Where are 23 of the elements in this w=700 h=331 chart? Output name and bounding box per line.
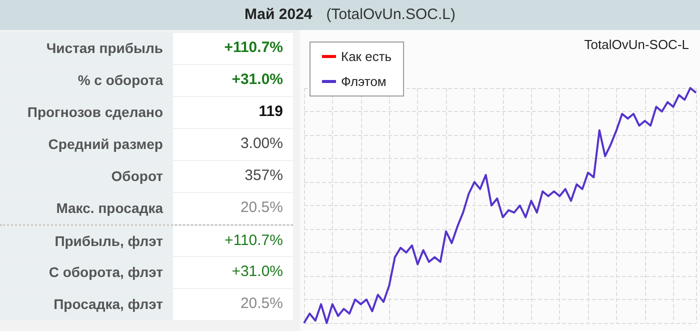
chart-title: TotalOvUn-SOC-L <box>584 37 689 52</box>
text: +31.0% <box>173 257 293 288</box>
text: % с оборота <box>0 65 173 96</box>
text: +31.0% <box>173 65 293 96</box>
text: Чистая прибыль <box>0 33 173 64</box>
text: Макс. просадка <box>0 193 173 224</box>
text: Прибыль, флэт <box>0 226 173 256</box>
text: Средний размер <box>0 129 173 160</box>
text: 3.00% <box>173 129 293 160</box>
text: Прогнозов сделано <box>0 97 173 128</box>
text: С оборота, флэт <box>0 257 173 288</box>
text: Оборот <box>0 161 173 192</box>
legend-label: Как есть <box>341 49 392 64</box>
text: 357% <box>173 161 293 192</box>
text: Просадка, флэт <box>0 289 173 320</box>
legend-label: Флэтом <box>341 74 386 89</box>
text: 119 <box>173 97 293 128</box>
text: Май 2024 <box>244 6 312 23</box>
text: (TotalOvUn.SOC.L) <box>326 6 456 23</box>
text: +110.7% <box>173 33 293 64</box>
text: +110.7% <box>173 226 293 256</box>
text: 20.5% <box>173 289 293 320</box>
text: 20.5% <box>173 193 293 224</box>
